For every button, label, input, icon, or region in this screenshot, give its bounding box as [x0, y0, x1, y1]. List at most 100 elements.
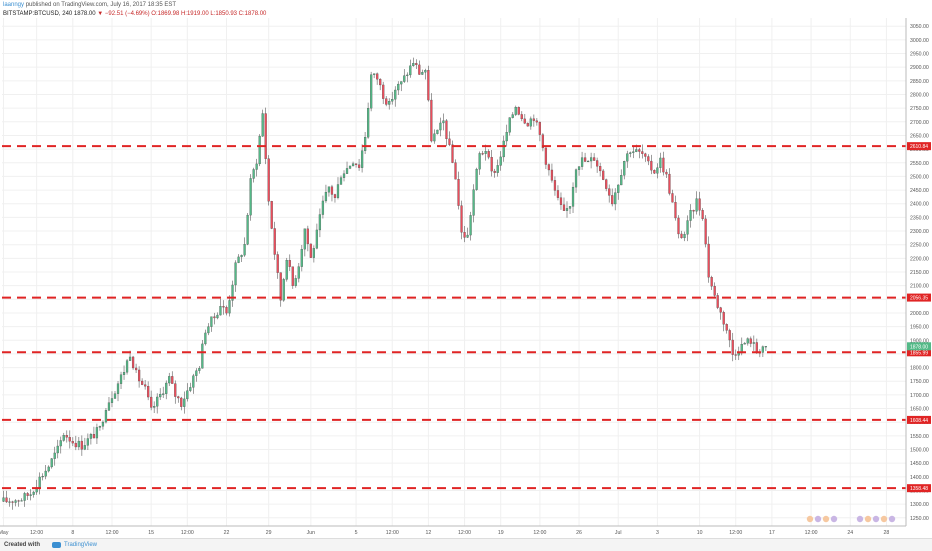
- price-axis-background[interactable]: [906, 18, 932, 526]
- candle-body: [219, 306, 222, 316]
- candle-body: [734, 354, 737, 356]
- candle-body: [764, 346, 767, 348]
- candle-body: [168, 376, 171, 384]
- author-link[interactable]: laanngy: [3, 2, 25, 8]
- candle-body: [291, 266, 294, 286]
- price-axis[interactable]: 3050.00 3000.00 2950.00 2900.00 2850.00 2800.…: [910, 24, 929, 522]
- price-tick-label: 1500.00: [910, 448, 929, 454]
- time-tick-label: 28: [884, 530, 890, 536]
- event-icon[interactable]: [830, 515, 838, 523]
- candle-body: [406, 74, 409, 76]
- level-label-badge: [907, 348, 931, 357]
- candle-body: [683, 234, 686, 239]
- candle-body: [177, 396, 180, 399]
- event-icon[interactable]: [814, 515, 822, 523]
- grid-lines: [2, 18, 906, 526]
- candle-body: [547, 164, 551, 171]
- candle-body: [379, 79, 382, 86]
- candle-body: [644, 153, 647, 157]
- candle-body: [427, 70, 430, 101]
- candle-body: [442, 120, 445, 124]
- time-tick-label: 12:00: [458, 530, 471, 536]
- candle-body: [544, 147, 548, 165]
- price-tick-label: 1800.00: [910, 366, 929, 372]
- candle-body: [77, 440, 80, 448]
- chart-header: laanngy published on TradingView.com, Ju…: [0, 0, 900, 20]
- candle-body: [746, 338, 749, 344]
- candle-body: [629, 152, 632, 154]
- candle-body: [89, 434, 93, 439]
- price-chart[interactable]: 3050.00 3000.00 2950.00 2900.00 2850.00 2800.…: [0, 0, 932, 538]
- time-tick-label: 12:00: [729, 530, 742, 536]
- candle-body: [617, 184, 620, 193]
- candle-body: [210, 316, 213, 327]
- candle-body: [502, 140, 505, 158]
- event-icon[interactable]: [872, 515, 880, 523]
- candle-body: [496, 165, 499, 173]
- candle-body: [556, 190, 560, 198]
- candle-body: [134, 367, 138, 371]
- candle-body: [460, 205, 463, 233]
- chart-area[interactable]: 3050.00 3000.00 2950.00 2900.00 2850.00 2800.…: [0, 0, 932, 538]
- event-icon[interactable]: [880, 515, 888, 523]
- event-icon[interactable]: [822, 515, 830, 523]
- time-tick-label: 12: [425, 530, 431, 536]
- candle-body: [448, 138, 451, 145]
- candle-body: [415, 63, 418, 66]
- candle-body: [92, 434, 96, 439]
- candle-body: [710, 277, 713, 287]
- candle-body: [632, 151, 635, 153]
- price-tick-label: 1700.00: [910, 393, 929, 399]
- time-tick-label: 15: [148, 530, 154, 536]
- candle-body: [475, 168, 478, 190]
- event-icon[interactable]: [856, 515, 864, 523]
- candle-body: [95, 427, 99, 439]
- candle-body: [385, 98, 388, 105]
- candle-body: [41, 476, 44, 478]
- price-tick-label: 2500.00: [910, 174, 929, 180]
- candle-body: [246, 214, 249, 245]
- time-tick-label: 5: [355, 530, 358, 536]
- time-tick-label: 22: [224, 530, 230, 536]
- candle-body: [294, 278, 297, 286]
- candle-body: [258, 136, 261, 165]
- candle-body: [216, 314, 219, 319]
- candle-body: [499, 156, 502, 166]
- time-axis[interactable]: May 12:00 8 12:00 15 12:00 22 29 Jun 5 12:00 12 12:0…: [0, 530, 889, 536]
- candle-body: [596, 160, 599, 167]
- price-tick-label: 3050.00: [910, 24, 929, 30]
- level-label-badge: [907, 415, 931, 424]
- candle-body: [153, 406, 156, 408]
- event-icon[interactable]: [888, 515, 896, 523]
- candle-body: [101, 421, 105, 427]
- created-with-label: Created with: [4, 542, 41, 548]
- candle-body: [529, 118, 532, 127]
- candle-body: [71, 441, 74, 444]
- candle-body: [104, 410, 108, 423]
- candle-body: [107, 402, 111, 411]
- price-tick-label: 2550.00: [910, 161, 929, 167]
- candle-body: [608, 188, 611, 196]
- candle-body: [451, 144, 454, 163]
- candle-body: [469, 215, 472, 236]
- candle-body: [647, 156, 650, 162]
- candle-body: [620, 175, 623, 186]
- candle-body: [463, 232, 466, 238]
- candle-body: [716, 295, 719, 308]
- candle-body: [752, 342, 755, 344]
- tradingview-logo-icon[interactable]: [52, 542, 61, 548]
- candle-body: [47, 466, 50, 472]
- candle-body: [376, 73, 379, 80]
- price-tick-label: 1900.00: [910, 338, 929, 344]
- event-icon[interactable]: [806, 515, 814, 523]
- candle-body: [577, 166, 581, 170]
- event-icon[interactable]: [864, 515, 872, 523]
- candle-body: [339, 177, 343, 185]
- tradingview-brand-link[interactable]: TradingView: [64, 542, 98, 548]
- candle-body: [400, 81, 403, 85]
- candle-body: [228, 300, 231, 314]
- time-tick-label: 12:00: [386, 530, 399, 536]
- candle-body: [363, 137, 367, 151]
- candle-body: [391, 99, 394, 102]
- candle-body: [505, 132, 508, 142]
